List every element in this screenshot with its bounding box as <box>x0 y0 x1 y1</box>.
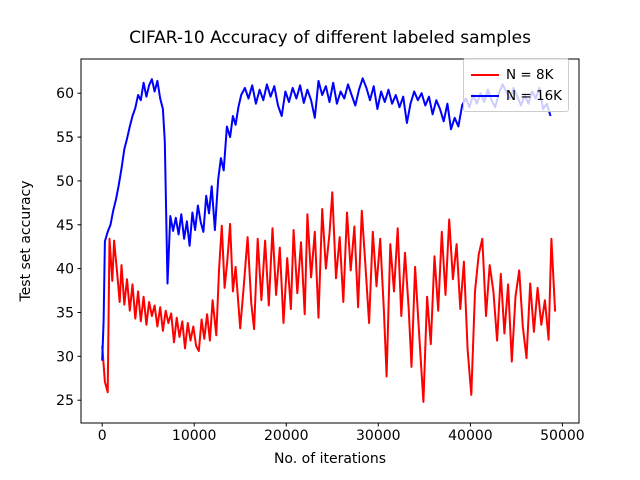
x-axis-label: No. of iterations <box>273 451 387 467</box>
chart-title: CIFAR-10 Accuracy of different labeled s… <box>129 28 531 48</box>
legend-entry-n-8k: N = 8K <box>471 65 561 85</box>
y-axis-label: Test set accuracy <box>18 180 34 302</box>
y-tick-label: 55 <box>56 130 74 146</box>
y-tick-label: 60 <box>56 86 74 102</box>
x-tick-label: 10000 <box>172 428 217 444</box>
legend-line-swatch-n-16k <box>471 94 499 97</box>
series-line-n-8k <box>101 191 557 403</box>
legend-line-swatch-n-8k <box>471 73 499 76</box>
y-tick-label: 30 <box>56 349 74 365</box>
legend-entry-n-16k: N = 16K <box>471 86 563 106</box>
y-tick-label: 40 <box>56 262 74 278</box>
legend: N = 8K N = 16K <box>463 58 569 112</box>
y-tick-label: 50 <box>56 174 74 190</box>
legend-label-n-8k: N = 8K <box>506 66 554 83</box>
y-tick-label: 35 <box>56 306 74 322</box>
y-tick-label: 25 <box>56 393 74 409</box>
plot-border <box>80 58 580 424</box>
legend-label-n-16k: N = 16K <box>506 87 563 104</box>
x-tick-label: 0 <box>98 428 107 444</box>
x-tick-label: 40000 <box>448 428 493 444</box>
x-tick-label: 50000 <box>540 428 585 444</box>
x-tick-label: 20000 <box>264 428 309 444</box>
x-tick-label: 30000 <box>356 428 401 444</box>
y-tick-label: 45 <box>56 218 74 234</box>
